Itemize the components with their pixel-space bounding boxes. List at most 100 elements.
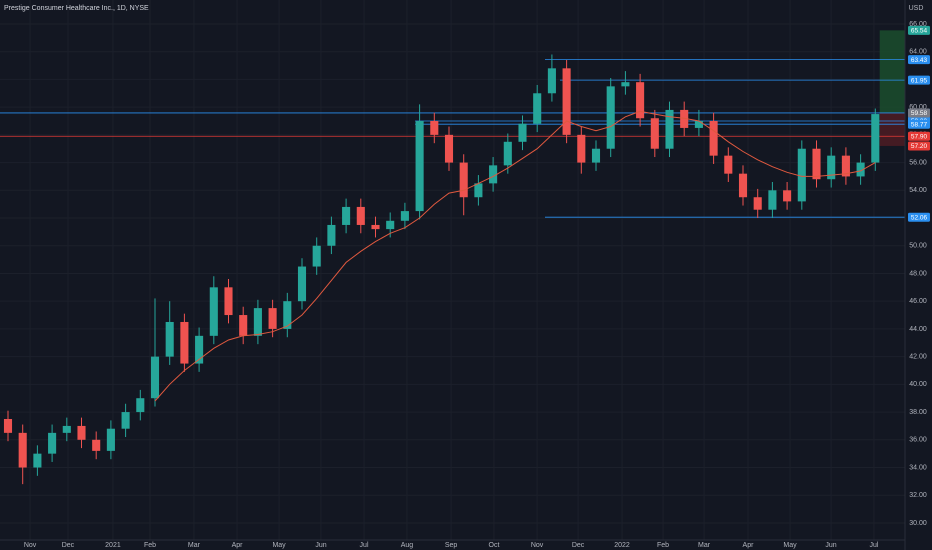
candle-body bbox=[180, 321, 189, 364]
candle-body bbox=[312, 245, 321, 267]
y-tick-label: 46.00 bbox=[909, 298, 927, 305]
candle-body bbox=[62, 425, 71, 433]
candle-body bbox=[753, 197, 762, 210]
candle-body bbox=[680, 109, 689, 128]
candle-body bbox=[92, 439, 101, 451]
candle-body bbox=[430, 121, 439, 135]
candle-body bbox=[195, 335, 204, 364]
x-tick-label: Dec bbox=[62, 542, 75, 549]
y-tick-label: 42.00 bbox=[909, 353, 927, 360]
level-box bbox=[908, 131, 930, 141]
candle-body bbox=[386, 220, 395, 230]
x-tick-label: Apr bbox=[743, 542, 755, 549]
candle-body bbox=[33, 453, 42, 468]
candle-body bbox=[547, 68, 556, 94]
candle-body bbox=[209, 287, 218, 336]
level-box bbox=[908, 75, 930, 85]
level-label: 52.06 bbox=[911, 214, 928, 221]
last-price-box bbox=[908, 108, 930, 118]
candle-body bbox=[783, 190, 792, 202]
stop-box bbox=[908, 141, 930, 151]
level-box bbox=[908, 212, 930, 222]
candle-body bbox=[106, 428, 115, 451]
x-tick-label: Feb bbox=[657, 542, 669, 549]
candle-body bbox=[621, 82, 630, 87]
candle-body bbox=[562, 68, 571, 135]
x-tick-label: 2022 bbox=[614, 542, 630, 549]
x-tick-label: Feb bbox=[144, 542, 156, 549]
candle-body bbox=[856, 162, 865, 177]
y-tick-label: 40.00 bbox=[909, 381, 927, 388]
level-label: 58.77 bbox=[911, 121, 928, 128]
target-box bbox=[908, 25, 930, 35]
candle-body bbox=[694, 121, 703, 128]
y-tick-label: 56.00 bbox=[909, 159, 927, 166]
y-tick-label: 60.00 bbox=[909, 104, 927, 111]
candle-body bbox=[591, 148, 601, 163]
candles bbox=[3, 54, 880, 485]
level-box bbox=[908, 119, 930, 129]
x-tick-label: May bbox=[272, 542, 286, 549]
candle-body bbox=[165, 321, 174, 357]
stop-zone bbox=[879, 112, 905, 146]
candle-body bbox=[444, 134, 454, 163]
y-tick-label: 50.00 bbox=[909, 243, 927, 250]
levels bbox=[0, 59, 905, 218]
candle-body bbox=[224, 287, 233, 316]
candle-body bbox=[768, 190, 777, 210]
candle-body bbox=[48, 432, 57, 454]
x-tick-label: Dec bbox=[572, 542, 585, 549]
x-tick-label: Apr bbox=[232, 542, 244, 549]
x-tick-label: Jun bbox=[825, 542, 836, 549]
x-tick-label: Mar bbox=[188, 542, 201, 549]
x-tick-label: Jul bbox=[870, 542, 879, 549]
chart-title: Prestige Consumer Healthcare Inc., 1D, N… bbox=[4, 5, 149, 12]
candle-body bbox=[150, 356, 160, 399]
candle-body bbox=[489, 165, 498, 184]
candle-body bbox=[239, 315, 248, 336]
x-tick-label: 2021 bbox=[105, 542, 121, 549]
x-tick-label: Oct bbox=[489, 542, 500, 549]
y-tick-label: 44.00 bbox=[909, 326, 927, 333]
level-label: 61.95 bbox=[911, 77, 928, 84]
target-zone bbox=[879, 30, 905, 113]
candle-body bbox=[533, 93, 542, 124]
y-tick-label: 66.00 bbox=[909, 21, 927, 28]
level-box bbox=[908, 55, 930, 65]
candle-body bbox=[136, 398, 145, 413]
y-tick-label: 36.00 bbox=[909, 437, 927, 444]
candle-body bbox=[738, 173, 748, 198]
y-tick-label: 30.00 bbox=[909, 520, 927, 527]
x-tick-label: Jul bbox=[360, 542, 369, 549]
candle-body bbox=[342, 206, 351, 225]
level-label: 63.43 bbox=[911, 57, 928, 64]
x-tick-label: Aug bbox=[401, 542, 414, 549]
candle-body bbox=[474, 183, 483, 198]
candle-body bbox=[371, 224, 380, 230]
x-tick-label: Sep bbox=[445, 542, 458, 549]
candle-body bbox=[415, 121, 424, 212]
candle-body bbox=[724, 155, 733, 174]
y-tick-label: 32.00 bbox=[909, 492, 927, 499]
x-tick-label: Mar bbox=[698, 542, 711, 549]
candle-body bbox=[3, 418, 13, 433]
candle-body bbox=[665, 109, 674, 149]
overlay bbox=[154, 110, 876, 402]
candle-body bbox=[797, 148, 806, 202]
candle-body bbox=[400, 211, 409, 221]
moving-average bbox=[154, 110, 876, 402]
currency: USD bbox=[909, 5, 924, 12]
candle-body bbox=[606, 86, 615, 149]
y-tick-label: 48.00 bbox=[909, 270, 927, 277]
candle-body bbox=[77, 425, 86, 440]
axes: 30.00 32.00 34.00 36.00 38.00 40.00 42.00 44.00… bbox=[24, 21, 930, 549]
candle-body bbox=[283, 301, 292, 329]
candle-body bbox=[841, 155, 850, 177]
candle-body bbox=[827, 155, 836, 180]
y-tick-label: 54.00 bbox=[909, 187, 927, 194]
y-tick-label: 34.00 bbox=[909, 464, 927, 471]
candle-body bbox=[121, 412, 130, 429]
candle-body bbox=[459, 162, 468, 198]
